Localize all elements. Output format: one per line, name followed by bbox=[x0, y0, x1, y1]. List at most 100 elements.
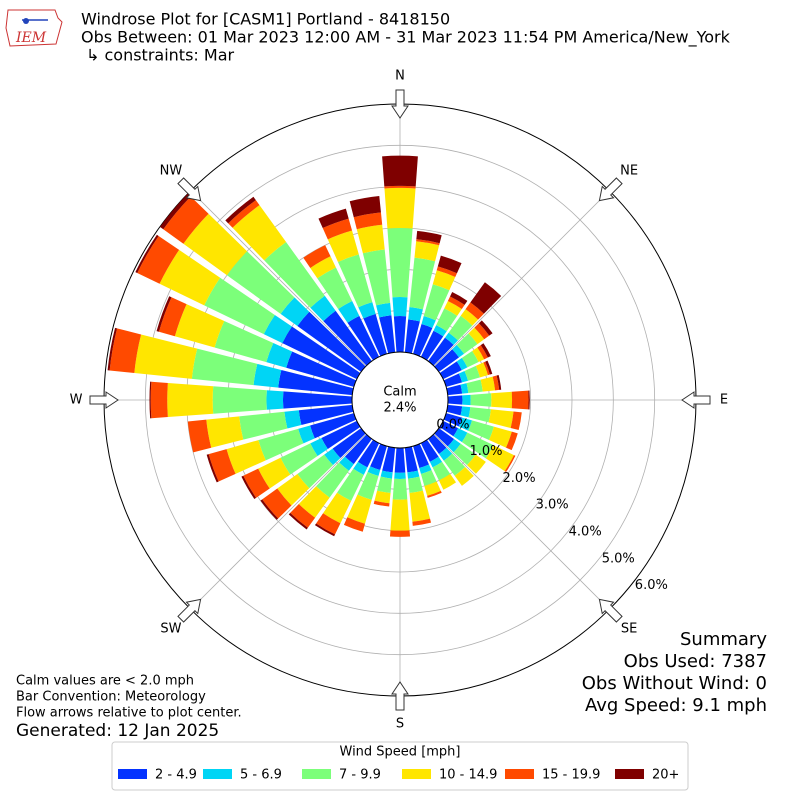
wind-bar bbox=[191, 348, 258, 386]
wind-bar bbox=[504, 455, 516, 473]
flow-arrow bbox=[681, 391, 711, 409]
chart-subtitle: Obs Between: 01 Mar 2023 12:00 AM - 31 M… bbox=[81, 28, 731, 48]
wind-bar bbox=[316, 513, 341, 535]
wind-bar bbox=[321, 420, 361, 450]
wind-bar bbox=[159, 249, 221, 306]
wind-bar bbox=[310, 256, 336, 279]
wind-bar bbox=[434, 349, 460, 372]
wind-bar bbox=[316, 462, 349, 498]
legend-label: 20+ bbox=[652, 768, 679, 783]
legend-swatch bbox=[118, 769, 147, 779]
wind-bar bbox=[492, 375, 500, 391]
wind-bar bbox=[420, 439, 439, 462]
wind-bar bbox=[416, 230, 442, 244]
summary-line: Summary bbox=[680, 629, 767, 650]
wind-bar bbox=[150, 381, 168, 419]
wind-bar bbox=[266, 390, 284, 410]
wind-bar bbox=[282, 326, 361, 380]
wind-bar bbox=[298, 486, 330, 518]
wind-bar bbox=[353, 212, 383, 230]
wind-bar bbox=[436, 266, 457, 278]
wind-bar bbox=[416, 239, 440, 246]
wind-bar bbox=[510, 411, 522, 431]
wind-bar bbox=[428, 434, 447, 455]
wind-bar bbox=[448, 315, 473, 341]
wind-bar bbox=[427, 490, 442, 498]
wind-bar bbox=[137, 235, 180, 284]
wind-bar bbox=[445, 332, 458, 345]
wind-bar bbox=[376, 302, 392, 318]
wind-bar bbox=[107, 327, 118, 371]
direction-label: S bbox=[396, 717, 404, 732]
logo: IEM bbox=[5, 9, 63, 47]
wind-bar bbox=[408, 307, 423, 322]
wind-bar bbox=[412, 518, 432, 526]
wind-bar bbox=[262, 488, 292, 519]
calm-circle bbox=[351, 351, 449, 449]
wind-bar bbox=[478, 320, 493, 336]
wind-bar bbox=[460, 309, 479, 326]
wind-bar bbox=[480, 343, 491, 358]
legend-label: 7 - 9.9 bbox=[339, 768, 381, 783]
wind-bar bbox=[505, 431, 518, 451]
wind-bar bbox=[356, 224, 385, 254]
legend-swatch bbox=[302, 769, 331, 779]
wind-bar bbox=[474, 323, 490, 340]
wind-bar bbox=[434, 428, 455, 447]
wind-bar bbox=[310, 413, 357, 439]
wind-bar bbox=[134, 334, 198, 379]
flow-arrow bbox=[177, 598, 202, 623]
r-tick-label: 5.0% bbox=[602, 551, 635, 566]
wind-bar bbox=[470, 393, 492, 407]
wind-bar bbox=[322, 218, 353, 240]
wind-bar bbox=[370, 443, 387, 471]
wind-bar bbox=[446, 384, 463, 396]
legend-swatch bbox=[615, 769, 644, 779]
wind-bar bbox=[436, 308, 458, 332]
wind-bar bbox=[357, 472, 379, 500]
wind-bar bbox=[407, 470, 420, 479]
wind-bar bbox=[363, 314, 387, 357]
chart-title: Windrose Plot for [CASM1] Portland - 841… bbox=[81, 10, 450, 29]
wind-bar bbox=[409, 257, 436, 310]
wind-bar bbox=[466, 379, 483, 394]
wind-bar bbox=[156, 296, 172, 332]
wind-bar bbox=[303, 245, 331, 268]
wind-bar bbox=[239, 411, 288, 440]
wind-bar bbox=[260, 499, 279, 520]
wind-bar bbox=[491, 391, 513, 409]
wind-bar bbox=[226, 251, 295, 314]
legend-box bbox=[111, 741, 689, 791]
wind-bar bbox=[241, 475, 257, 500]
wind-bar bbox=[332, 428, 366, 458]
wind-bar bbox=[208, 449, 236, 482]
wind-bar bbox=[432, 270, 456, 291]
wind-bar bbox=[212, 386, 267, 414]
wind-bar bbox=[384, 185, 416, 189]
legend-label: 15 - 19.9 bbox=[542, 768, 600, 783]
wind-bar bbox=[414, 241, 440, 262]
wind-bar bbox=[377, 476, 393, 493]
wind-bar bbox=[314, 523, 336, 537]
wind-bar bbox=[456, 357, 468, 371]
wind-bar bbox=[183, 213, 248, 276]
wind-bar bbox=[470, 282, 502, 314]
direction-label: NE bbox=[620, 163, 638, 178]
wind-bar bbox=[447, 438, 461, 453]
wind-bar bbox=[382, 446, 396, 473]
wind-bar bbox=[174, 304, 225, 348]
direction-label: NW bbox=[160, 163, 183, 178]
wind-bar bbox=[290, 504, 316, 528]
wind-bar bbox=[446, 404, 463, 416]
wind-bar bbox=[347, 315, 380, 361]
wind-bar bbox=[280, 443, 318, 475]
legend-swatch bbox=[505, 769, 534, 779]
wind-bar bbox=[461, 350, 479, 368]
wind-bar bbox=[286, 351, 357, 387]
wind-bar bbox=[149, 381, 152, 419]
wind-bar bbox=[298, 425, 315, 444]
wind-bar bbox=[324, 448, 341, 466]
wind-bar bbox=[232, 205, 287, 261]
